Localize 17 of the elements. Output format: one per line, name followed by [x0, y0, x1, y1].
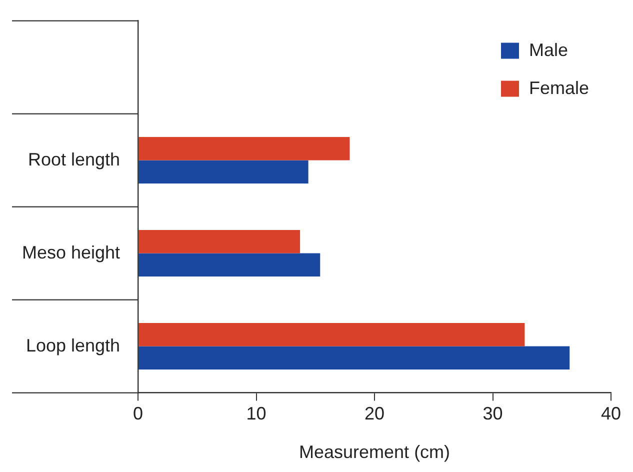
y-tick-label: Meso height: [22, 242, 120, 262]
x-tick-label: 40: [600, 404, 622, 424]
x-axis-title: Measurement (cm): [299, 442, 450, 462]
bar: [138, 346, 570, 370]
bar: [138, 253, 320, 277]
x-tick-label: 20: [364, 404, 385, 424]
legend-label: Male: [529, 40, 568, 60]
bar: [138, 230, 300, 254]
x-tick-label: 0: [133, 404, 144, 424]
bar: [138, 323, 525, 346]
legend-label: Female: [529, 78, 590, 98]
x-tick-label: 30: [482, 404, 503, 424]
bar: [138, 160, 308, 184]
y-tick-label: Loop length: [26, 335, 120, 356]
x-tick-label: 10: [246, 404, 266, 424]
bar: [138, 137, 350, 160]
y-tick-label: Root length: [28, 149, 120, 170]
